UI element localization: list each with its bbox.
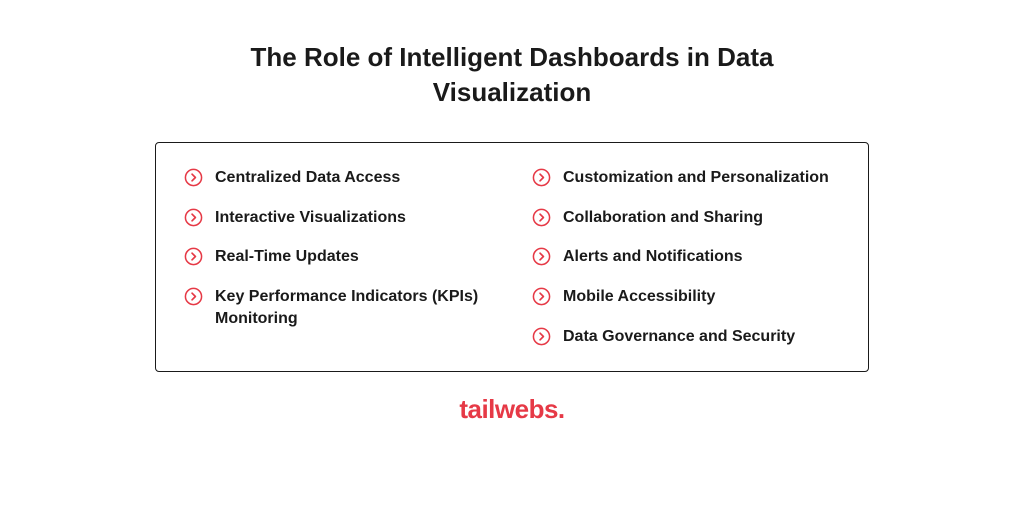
chevron-right-circle-icon [532, 327, 551, 346]
brand-logo: tailwebs. [459, 394, 564, 425]
left-column: Centralized Data Access Interactive Visu… [184, 167, 512, 347]
item-label: Key Performance Indicators (KPIs) Monito… [215, 286, 512, 329]
chevron-right-circle-icon [532, 287, 551, 306]
item-label: Real-Time Updates [215, 246, 359, 268]
item-label: Centralized Data Access [215, 167, 400, 189]
item-label: Data Governance and Security [563, 326, 795, 348]
chevron-right-circle-icon [184, 287, 203, 306]
page-title: The Role of Intelligent Dashboards in Da… [192, 40, 832, 110]
right-column: Customization and Personalization Collab… [532, 167, 860, 347]
list-item: Interactive Visualizations [184, 207, 512, 229]
chevron-right-circle-icon [184, 208, 203, 227]
list-item: Real-Time Updates [184, 246, 512, 268]
item-label: Alerts and Notifications [563, 246, 743, 268]
item-label: Mobile Accessibility [563, 286, 715, 308]
item-label: Interactive Visualizations [215, 207, 406, 229]
item-label: Customization and Personalization [563, 167, 829, 189]
list-item: Collaboration and Sharing [532, 207, 860, 229]
item-label: Collaboration and Sharing [563, 207, 763, 229]
list-item: Alerts and Notifications [532, 246, 860, 268]
list-item: Data Governance and Security [532, 326, 860, 348]
chevron-right-circle-icon [184, 168, 203, 187]
list-item: Customization and Personalization [532, 167, 860, 189]
content-box: Centralized Data Access Interactive Visu… [155, 142, 869, 372]
list-item: Centralized Data Access [184, 167, 512, 189]
list-item: Mobile Accessibility [532, 286, 860, 308]
chevron-right-circle-icon [532, 168, 551, 187]
chevron-right-circle-icon [532, 247, 551, 266]
chevron-right-circle-icon [184, 247, 203, 266]
chevron-right-circle-icon [532, 208, 551, 227]
list-item: Key Performance Indicators (KPIs) Monito… [184, 286, 512, 329]
